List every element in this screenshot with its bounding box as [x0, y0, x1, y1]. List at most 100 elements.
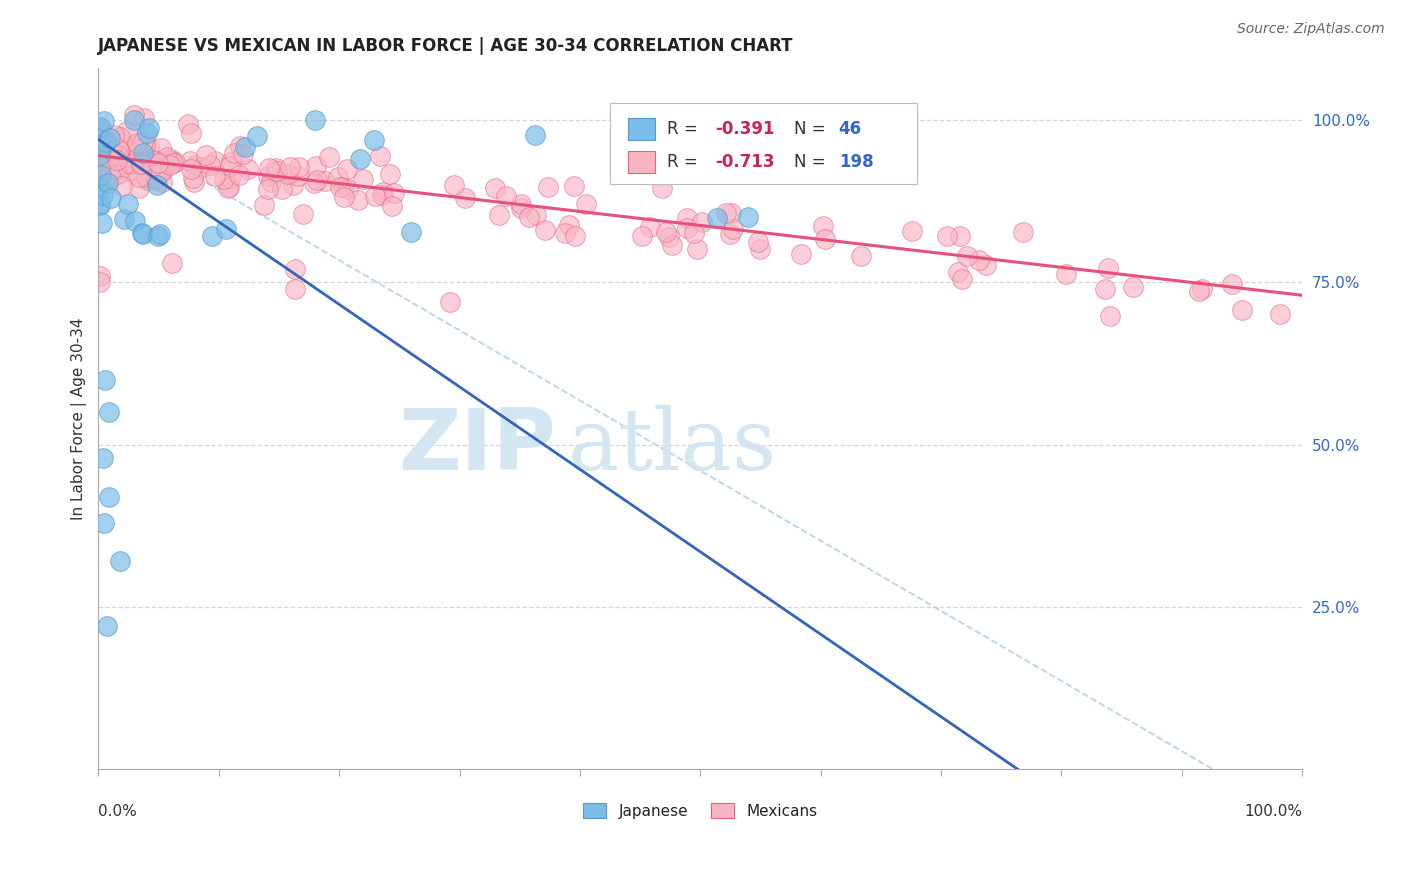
Point	[108, 143, 131, 157]
Point	[218, 179, 240, 194]
Point	[651, 181, 673, 195]
Point	[304, 176, 326, 190]
Text: ZIP: ZIP	[398, 405, 555, 488]
Point	[484, 181, 506, 195]
Point	[183, 175, 205, 189]
Point	[1012, 225, 1035, 239]
Point	[150, 165, 173, 179]
Point	[575, 197, 598, 211]
Point	[714, 206, 737, 220]
Point	[97, 151, 120, 165]
Point	[651, 159, 673, 173]
Point	[148, 228, 170, 243]
Point	[537, 180, 560, 194]
Point	[93, 113, 115, 128]
Point	[364, 189, 387, 203]
Point	[96, 175, 118, 189]
Point	[91, 450, 114, 465]
Point	[96, 619, 118, 633]
Point	[98, 131, 121, 145]
Point	[94, 136, 117, 150]
Text: N =: N =	[794, 153, 831, 171]
Point	[117, 155, 139, 169]
Point	[399, 225, 422, 239]
Point	[900, 223, 922, 237]
Point	[236, 162, 259, 177]
Point	[260, 175, 283, 189]
Point	[969, 253, 991, 268]
Point	[228, 169, 250, 183]
Point	[124, 112, 146, 127]
Point	[118, 157, 141, 171]
Point	[136, 173, 159, 187]
Point	[89, 148, 111, 162]
Point	[748, 243, 770, 257]
Point	[138, 162, 160, 177]
Point	[1122, 280, 1144, 294]
Point	[96, 135, 118, 149]
Point	[128, 180, 150, 194]
Point	[349, 152, 371, 166]
Point	[790, 246, 813, 260]
Point	[270, 182, 292, 196]
Text: 46: 46	[839, 120, 862, 138]
Point	[105, 153, 128, 167]
Point	[135, 126, 157, 140]
Point	[181, 170, 204, 185]
Point	[127, 143, 149, 157]
Point	[1191, 282, 1213, 296]
Point	[347, 193, 370, 207]
Point	[135, 150, 157, 164]
Point	[89, 268, 111, 283]
Point	[198, 158, 221, 172]
Point	[284, 262, 307, 277]
Point	[156, 150, 179, 164]
Point	[336, 162, 359, 177]
FancyBboxPatch shape	[610, 103, 917, 184]
Point	[266, 161, 288, 175]
Point	[524, 208, 547, 222]
Point	[233, 139, 256, 153]
Point	[146, 178, 169, 193]
Point	[935, 228, 957, 243]
Point	[132, 167, 155, 181]
Point	[98, 159, 121, 173]
Point	[318, 150, 340, 164]
Point	[195, 147, 218, 161]
Point	[1188, 284, 1211, 298]
Point	[112, 212, 135, 227]
Point	[100, 191, 122, 205]
Point	[381, 199, 404, 213]
Point	[159, 157, 181, 171]
Point	[1097, 261, 1119, 276]
Point	[811, 219, 834, 233]
Point	[183, 158, 205, 172]
Text: N =: N =	[794, 120, 831, 138]
Point	[314, 174, 336, 188]
Point	[690, 215, 713, 229]
Point	[90, 169, 112, 183]
Point	[257, 169, 280, 184]
Point	[721, 222, 744, 236]
Point	[108, 143, 131, 157]
Point	[156, 153, 179, 168]
Point	[135, 162, 157, 177]
Point	[108, 142, 131, 156]
Point	[122, 108, 145, 122]
Point	[143, 154, 166, 169]
Point	[382, 186, 405, 200]
Point	[129, 156, 152, 170]
Point	[950, 272, 973, 286]
Point	[288, 160, 311, 174]
Point	[149, 156, 172, 170]
Text: -0.391: -0.391	[714, 120, 775, 138]
Point	[143, 153, 166, 168]
Point	[557, 219, 579, 233]
Point	[307, 173, 329, 187]
Point	[690, 161, 713, 175]
Point	[219, 155, 242, 169]
Point	[149, 227, 172, 241]
Point	[108, 554, 131, 568]
Point	[363, 133, 385, 147]
Text: JAPANESE VS MEXICAN IN LABOR FORCE | AGE 30-34 CORRELATION CHART: JAPANESE VS MEXICAN IN LABOR FORCE | AGE…	[98, 37, 794, 55]
